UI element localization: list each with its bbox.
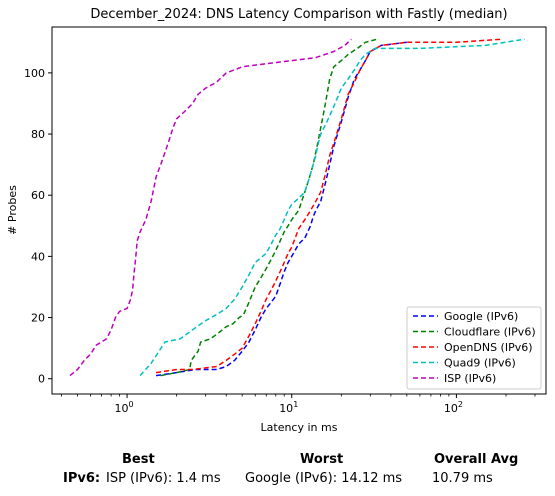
legend-box — [406, 306, 542, 390]
summary-worst-value: Google (IPv6): 14.12 ms — [245, 471, 403, 486]
legend-label: OpenDNS (IPv6) — [444, 341, 533, 354]
legend-label: ISP (IPv6) — [444, 372, 496, 385]
summary-header-worst: Worst — [300, 452, 344, 467]
series-line-2 — [155, 38, 503, 374]
summary-header-overall: Overall Avg — [434, 452, 519, 467]
legend-label: Google (IPv6) — [444, 310, 518, 323]
series-line-3 — [139, 38, 525, 377]
series-line-0 — [155, 41, 407, 377]
summary-header-best: Best — [122, 452, 155, 467]
latency-chart: December_2024: DNS Latency Comparison wi… — [6, 7, 547, 434]
legend: Google (IPv6) Cloudflare (IPv6) OpenDNS (I… — [406, 306, 542, 390]
series-line-1 — [160, 38, 378, 377]
y-tick-label: 60 — [31, 189, 45, 202]
legend-label: Quad9 (IPv6) — [444, 357, 516, 370]
x-axis-label: Latency in ms — [261, 421, 338, 434]
y-tick-label: 80 — [31, 128, 45, 141]
y-axis-label: # Probes — [6, 185, 19, 235]
y-tick-label: 40 — [31, 250, 45, 263]
x-tick-label: 100 — [115, 400, 134, 415]
legend-label: Cloudflare (IPv6) — [444, 326, 536, 339]
summary-best-value: ISP (IPv6): 1.4 ms — [106, 471, 221, 486]
summary-overall-value: 10.79 ms — [432, 471, 493, 486]
chart-title: December_2024: DNS Latency Comparison wi… — [90, 7, 507, 22]
x-tick-label: 102 — [444, 400, 463, 415]
x-tick-label: 101 — [279, 400, 298, 415]
y-tick-label: 0 — [38, 373, 45, 386]
y-tick-label: 100 — [24, 67, 45, 80]
x-axis: 100 101 102 — [61, 394, 536, 415]
series-lines — [69, 38, 525, 377]
summary-row-label: IPv6: — [63, 471, 101, 486]
y-tick-label: 20 — [31, 312, 45, 325]
y-axis: 0 20 40 60 80 100 — [24, 67, 52, 386]
series-line-4 — [69, 38, 352, 377]
summary-table: Best Worst Overall Avg IPv6: ISP (IPv6):… — [0, 448, 555, 496]
